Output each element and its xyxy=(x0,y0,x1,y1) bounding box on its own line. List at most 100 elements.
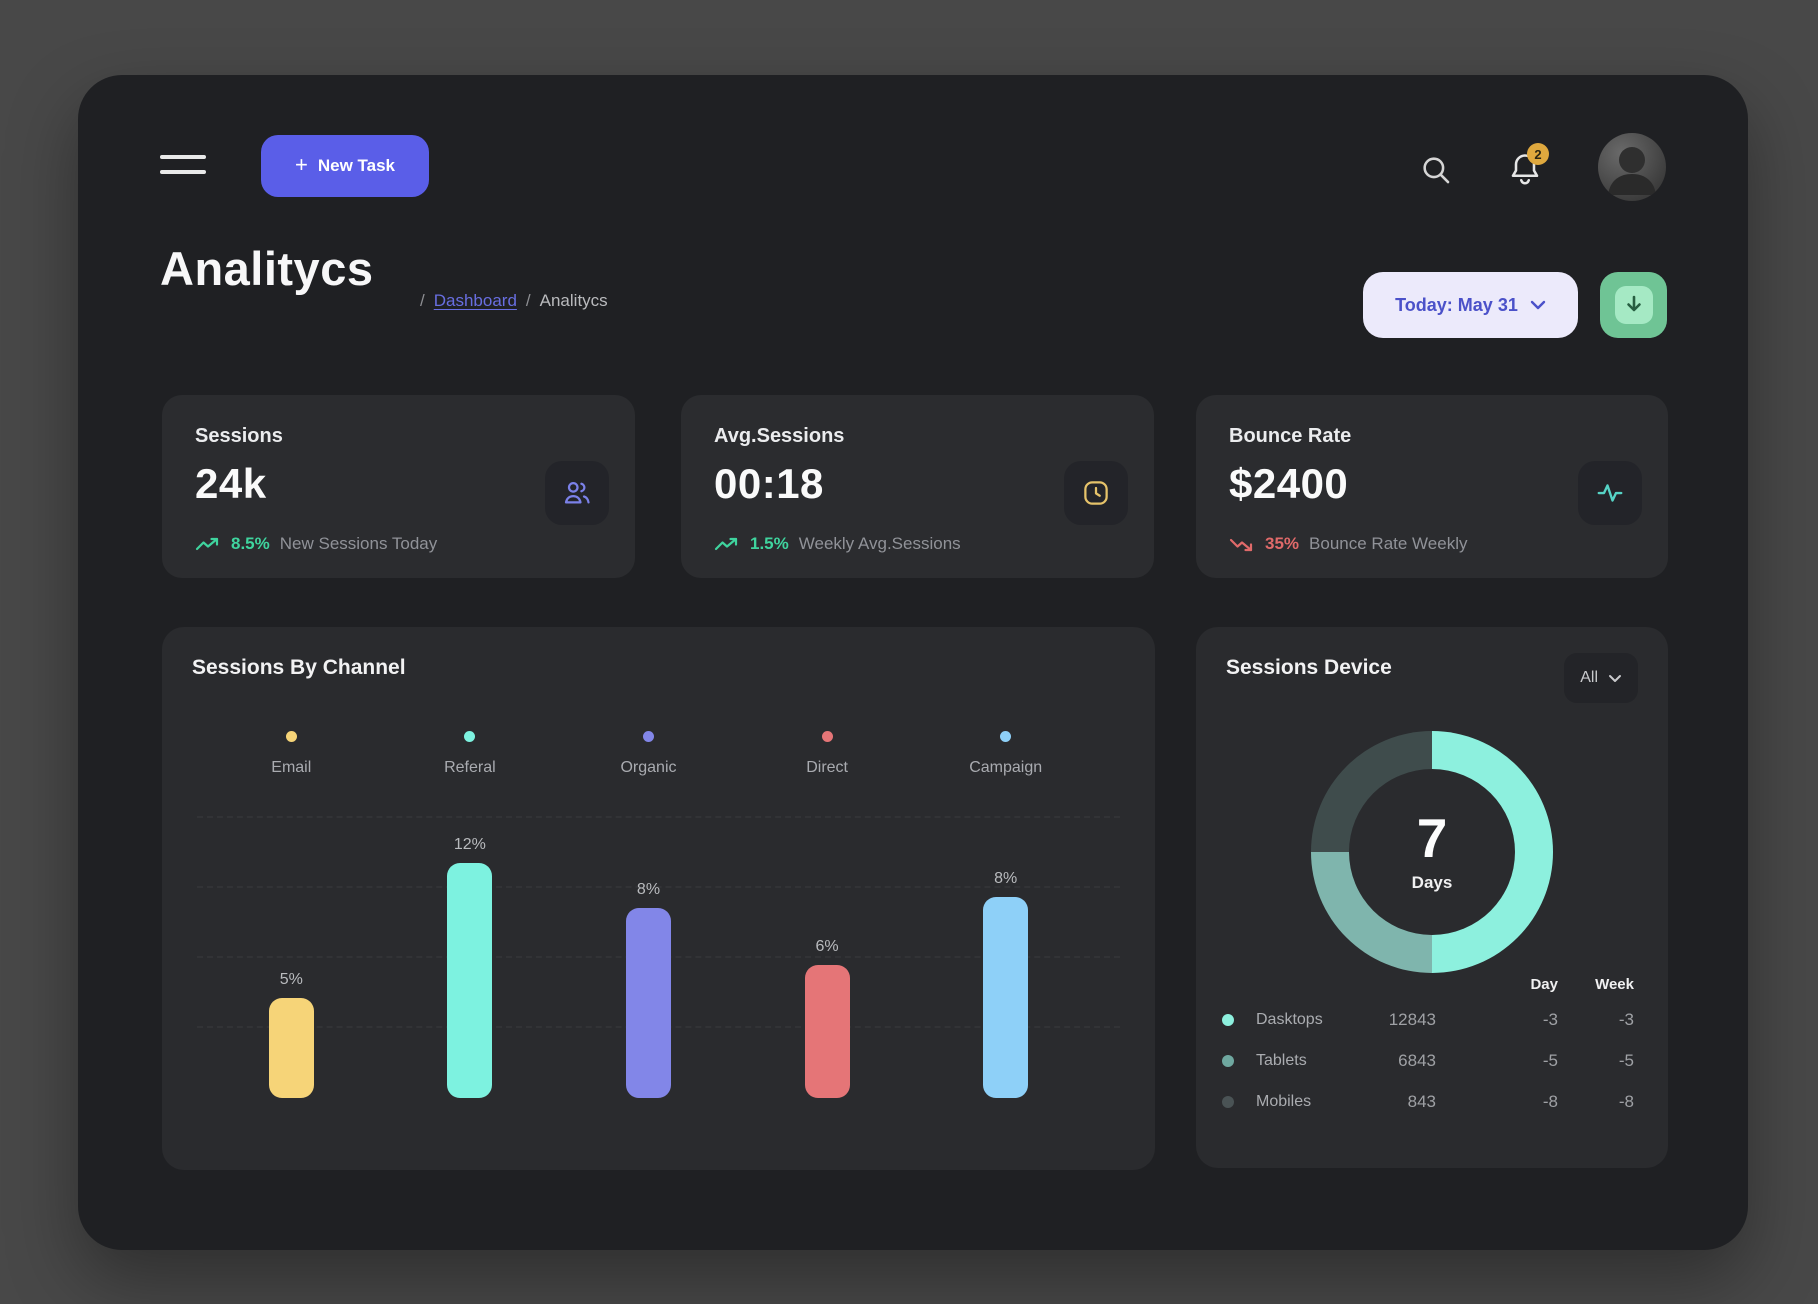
panel-title: Sessions By Channel xyxy=(192,656,406,679)
device-label: Tablets xyxy=(1256,1051,1307,1069)
device-day: -5 xyxy=(1542,1050,1558,1070)
legend-dot xyxy=(464,731,476,742)
legend-label: Referal xyxy=(444,759,496,776)
trend-percent: 35% xyxy=(1265,534,1300,553)
gridline xyxy=(197,816,1120,818)
bar xyxy=(447,863,493,1098)
clock-icon xyxy=(1064,461,1128,525)
trend-description: Weekly Avg.Sessions xyxy=(798,534,961,553)
activity-icon xyxy=(1578,461,1642,525)
bar-value-label: 8% xyxy=(636,881,661,898)
chart-legend: Email Referal Organic Direct Campaign xyxy=(202,731,1095,777)
bar xyxy=(804,965,850,1098)
bar-campaign: 8% xyxy=(916,870,1095,1098)
bar-referal: 12% xyxy=(381,836,560,1098)
stat-card-sessions: Sessions 24k 8.5% New Sessions Today xyxy=(162,395,635,578)
date-filter-label: Today: May 31 xyxy=(1395,294,1518,315)
breadcrumb-separator: / xyxy=(420,291,425,310)
trend-percent: 1.5% xyxy=(750,534,789,553)
user-avatar[interactable] xyxy=(1598,133,1666,201)
trend-description: Bounce Rate Weekly xyxy=(1309,534,1468,553)
search-icon xyxy=(1423,157,1450,184)
device-dot xyxy=(1222,1013,1234,1026)
stat-value: 24k xyxy=(195,460,267,507)
legend-item-email: Email xyxy=(202,731,381,777)
page-title: Analitycs xyxy=(160,242,374,295)
legend-dot xyxy=(642,731,654,742)
legend-item-campaign: Campaign xyxy=(916,731,1095,777)
notifications-button[interactable]: 2 xyxy=(1503,143,1549,193)
device-dot xyxy=(1222,1095,1234,1108)
trend-down-icon xyxy=(1229,538,1253,551)
bar-email: 5% xyxy=(202,971,381,1098)
plus-icon: + xyxy=(294,152,308,177)
stat-value: 00:18 xyxy=(714,460,824,507)
device-value: 6843 xyxy=(1398,1050,1436,1070)
device-week: -5 xyxy=(1618,1050,1634,1070)
stat-trend: 35% Bounce Rate Weekly xyxy=(1229,534,1467,554)
legend-label: Email xyxy=(271,759,312,776)
trend-description: New Sessions Today xyxy=(279,534,438,553)
legend-dot xyxy=(1000,731,1012,742)
sessions-device-panel: Sessions Device All 7 Days Day Week Dask… xyxy=(1196,627,1668,1168)
sessions-by-channel-panel: Sessions By Channel Email Referal Organi… xyxy=(162,627,1155,1170)
device-filter-dropdown[interactable]: All xyxy=(1564,653,1638,703)
menu-hamburger-icon[interactable] xyxy=(160,155,206,177)
trend-up-icon xyxy=(714,537,738,550)
trend-percent: 8.5% xyxy=(231,534,270,553)
bar-value-label: 5% xyxy=(279,971,303,988)
bar-direct: 6% xyxy=(738,938,917,1098)
device-week: -3 xyxy=(1618,1009,1634,1029)
new-task-button[interactable]: + New Task xyxy=(261,135,429,197)
device-dot xyxy=(1222,1054,1234,1067)
breadcrumb-current: Analitycs xyxy=(539,291,608,310)
download-button[interactable] xyxy=(1600,272,1667,338)
legend-item-direct: Direct xyxy=(738,731,917,777)
device-week: -8 xyxy=(1618,1091,1634,1111)
breadcrumb-link-dashboard[interactable]: Dashboard xyxy=(433,291,517,310)
legend-item-organic: Organic xyxy=(559,731,738,777)
legend-item-referal: Referal xyxy=(381,731,560,777)
donut-center: 7 Days xyxy=(1349,769,1515,935)
date-filter-dropdown[interactable]: Today: May 31 xyxy=(1363,272,1578,338)
legend-label: Direct xyxy=(806,759,848,776)
bar xyxy=(983,897,1029,1098)
notification-badge: 2 xyxy=(1527,143,1549,165)
bar xyxy=(625,908,671,1098)
stat-trend: 1.5% Weekly Avg.Sessions xyxy=(714,534,961,554)
donut-center-value: 7 xyxy=(1416,807,1448,869)
device-day: -8 xyxy=(1542,1091,1558,1111)
bar-chart: 5% 12% 8% 6% 8% xyxy=(202,768,1095,1098)
search-button[interactable] xyxy=(1418,153,1454,189)
chevron-down-icon xyxy=(1609,674,1621,682)
gridline xyxy=(197,886,1120,888)
breadcrumb-separator: / xyxy=(525,291,531,310)
stat-value: $2400 xyxy=(1229,460,1349,507)
device-table: Day Week Dasktops 12843 -3 -3 Tablets 68… xyxy=(1222,969,1634,1122)
device-day: -3 xyxy=(1542,1009,1558,1029)
legend-label: Organic xyxy=(620,759,677,776)
legend-dot xyxy=(285,731,297,742)
donut-center-label: Days xyxy=(1411,873,1453,892)
device-label: Dasktops xyxy=(1256,1010,1323,1028)
device-table-header: Day Week xyxy=(1222,969,1634,999)
bar-organic: 8% xyxy=(559,881,738,1098)
download-icon xyxy=(1614,286,1653,324)
users-icon xyxy=(545,461,609,525)
stat-title: Sessions xyxy=(195,425,283,447)
device-value: 12843 xyxy=(1388,1009,1436,1029)
device-value: 843 xyxy=(1407,1091,1436,1111)
legend-dot xyxy=(821,731,833,742)
table-row-tablets: Tablets 6843 -5 -5 xyxy=(1222,1040,1634,1081)
table-row-desktops: Dasktops 12843 -3 -3 xyxy=(1222,999,1634,1040)
bar-value-label: 6% xyxy=(815,938,839,955)
avatar-image xyxy=(1608,147,1656,195)
table-row-mobiles: Mobiles 843 -8 -8 xyxy=(1222,1081,1634,1122)
stat-card-bounce-rate: Bounce Rate $2400 35% Bounce Rate Weekly xyxy=(1196,395,1668,578)
bar xyxy=(268,998,314,1098)
trend-up-icon xyxy=(195,537,219,550)
column-header-week: Week xyxy=(1595,975,1634,993)
legend-label: Campaign xyxy=(969,759,1043,776)
stat-trend: 8.5% New Sessions Today xyxy=(195,534,437,554)
column-header-day: Day xyxy=(1530,975,1558,993)
